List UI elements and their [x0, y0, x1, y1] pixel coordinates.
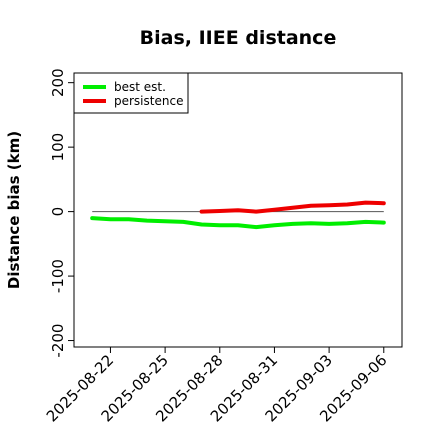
y-tick-label: -200	[49, 324, 67, 358]
legend-label: best est.	[114, 80, 166, 94]
plot-area: -200-10001002002025-08-222025-08-252025-…	[43, 68, 403, 425]
series-line-persistence	[199, 200, 386, 214]
y-tick-label: 0	[49, 207, 67, 217]
y-tick-label: -100	[49, 259, 67, 293]
y-tick-label: 200	[49, 68, 67, 97]
legend-box	[73, 72, 189, 114]
y-axis-label: Distance bias (km)	[5, 131, 23, 289]
plot-frame	[73, 72, 403, 348]
legend-label: persistence	[114, 94, 183, 108]
series-line-best-est	[90, 216, 386, 230]
chart-title: Bias, IIEE distance	[140, 27, 337, 49]
y-tick-label: 100	[49, 133, 67, 162]
